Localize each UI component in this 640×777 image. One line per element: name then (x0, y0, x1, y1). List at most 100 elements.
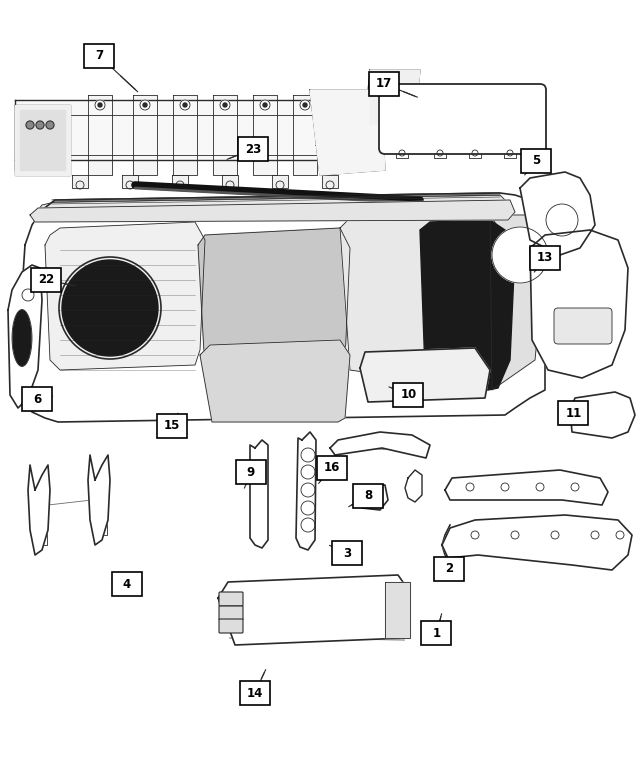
Text: 1: 1 (433, 627, 440, 639)
FancyBboxPatch shape (554, 308, 612, 344)
FancyBboxPatch shape (236, 461, 266, 484)
Polygon shape (253, 95, 277, 175)
Circle shape (223, 103, 227, 107)
Text: 22: 22 (38, 274, 54, 286)
FancyBboxPatch shape (238, 138, 268, 161)
Polygon shape (530, 230, 628, 378)
Circle shape (62, 260, 158, 356)
Text: 17: 17 (376, 78, 392, 90)
Text: 13: 13 (537, 252, 554, 264)
FancyBboxPatch shape (157, 414, 186, 437)
Polygon shape (72, 175, 88, 188)
Circle shape (180, 100, 190, 110)
Ellipse shape (13, 311, 31, 365)
Circle shape (303, 103, 307, 107)
Polygon shape (213, 95, 237, 175)
Text: 9: 9 (247, 466, 255, 479)
Text: 14: 14 (246, 687, 263, 699)
Polygon shape (370, 70, 420, 125)
Polygon shape (293, 95, 317, 175)
Polygon shape (310, 90, 385, 175)
FancyBboxPatch shape (332, 542, 362, 565)
Text: 4: 4 (123, 578, 131, 591)
FancyBboxPatch shape (353, 484, 383, 507)
FancyBboxPatch shape (317, 456, 346, 479)
FancyBboxPatch shape (112, 573, 141, 596)
Text: 3: 3 (343, 547, 351, 559)
Polygon shape (28, 465, 50, 555)
Text: 23: 23 (244, 143, 261, 155)
Polygon shape (445, 470, 608, 505)
FancyBboxPatch shape (422, 622, 451, 645)
Polygon shape (38, 195, 510, 215)
Circle shape (183, 103, 187, 107)
Polygon shape (222, 175, 238, 188)
Polygon shape (30, 200, 515, 222)
Polygon shape (172, 175, 188, 188)
Polygon shape (570, 392, 635, 438)
FancyBboxPatch shape (219, 606, 243, 620)
Circle shape (140, 100, 150, 110)
FancyBboxPatch shape (435, 557, 464, 580)
Text: 7: 7 (95, 50, 103, 62)
Polygon shape (88, 455, 110, 545)
FancyBboxPatch shape (379, 84, 546, 154)
FancyBboxPatch shape (394, 383, 423, 406)
Circle shape (260, 100, 270, 110)
Circle shape (46, 121, 54, 129)
Circle shape (36, 121, 44, 129)
Polygon shape (340, 215, 500, 390)
Polygon shape (173, 95, 197, 175)
Text: 2: 2 (445, 563, 453, 575)
Polygon shape (296, 432, 316, 550)
Polygon shape (198, 228, 350, 370)
FancyBboxPatch shape (22, 388, 52, 411)
Text: 5: 5 (532, 155, 540, 167)
Circle shape (492, 227, 548, 283)
Polygon shape (200, 340, 350, 422)
Polygon shape (272, 175, 288, 188)
FancyBboxPatch shape (522, 149, 551, 172)
Polygon shape (88, 95, 112, 175)
Text: 8: 8 (364, 490, 372, 502)
Text: 6: 6 (33, 393, 41, 406)
Polygon shape (15, 105, 70, 175)
Circle shape (300, 100, 310, 110)
Circle shape (98, 103, 102, 107)
Polygon shape (385, 582, 410, 638)
Polygon shape (218, 575, 410, 645)
Polygon shape (490, 215, 545, 390)
Polygon shape (420, 220, 515, 390)
FancyBboxPatch shape (369, 72, 399, 96)
Polygon shape (250, 440, 268, 548)
FancyBboxPatch shape (559, 402, 588, 425)
Circle shape (143, 103, 147, 107)
Polygon shape (358, 485, 388, 510)
Text: 15: 15 (163, 420, 180, 432)
Text: 11: 11 (565, 407, 582, 420)
Polygon shape (405, 470, 422, 502)
Polygon shape (330, 432, 430, 458)
Circle shape (26, 121, 34, 129)
Circle shape (263, 103, 267, 107)
FancyBboxPatch shape (219, 592, 243, 606)
Polygon shape (133, 95, 157, 175)
Polygon shape (18, 193, 545, 422)
Polygon shape (122, 175, 138, 188)
Text: 10: 10 (400, 388, 417, 401)
Polygon shape (20, 110, 65, 170)
FancyBboxPatch shape (219, 619, 243, 633)
Polygon shape (45, 222, 205, 370)
Polygon shape (322, 175, 338, 188)
FancyBboxPatch shape (531, 246, 560, 270)
Polygon shape (360, 348, 490, 402)
Polygon shape (520, 172, 595, 255)
Circle shape (220, 100, 230, 110)
Text: 16: 16 (323, 462, 340, 474)
FancyBboxPatch shape (240, 681, 269, 705)
FancyBboxPatch shape (31, 268, 61, 291)
Polygon shape (442, 515, 632, 570)
Polygon shape (8, 265, 42, 408)
Polygon shape (15, 100, 355, 160)
FancyBboxPatch shape (84, 44, 114, 68)
